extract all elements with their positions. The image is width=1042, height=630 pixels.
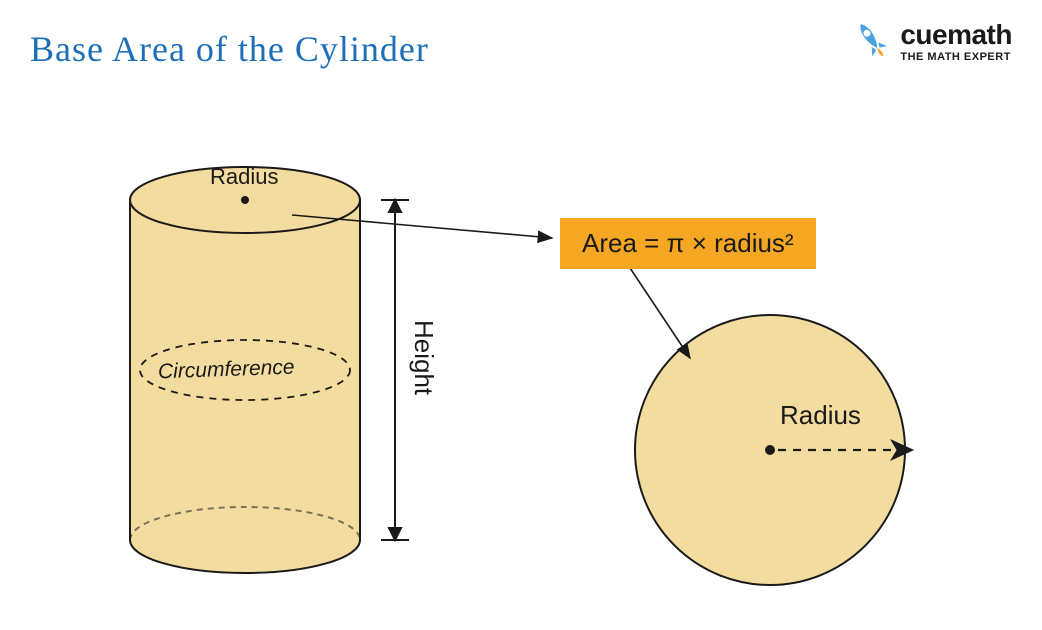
cylinder-radius-label: Radius: [210, 164, 278, 190]
arrow-to-circle: [630, 268, 690, 358]
height-marker: [381, 200, 409, 540]
circumference-label: Circumference: [158, 356, 295, 385]
circle-radius-label: Radius: [780, 400, 861, 431]
diagram-canvas: [0, 0, 1042, 630]
base-circle: [635, 315, 912, 585]
area-formula: Area = π × radius²: [560, 218, 816, 269]
height-label: Height: [408, 320, 439, 395]
